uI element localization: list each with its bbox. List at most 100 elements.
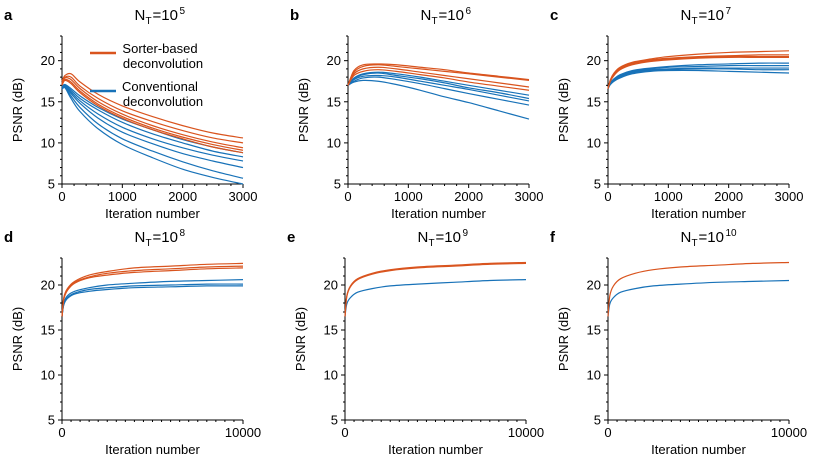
y-axis-title: PSNR (dB) bbox=[293, 307, 308, 371]
x-tick-label: 3000 bbox=[515, 189, 544, 204]
panel-letter: b bbox=[290, 7, 299, 24]
title-subscript: T bbox=[692, 238, 698, 249]
conventional-series-line bbox=[347, 76, 530, 106]
y-tick-label: 15 bbox=[587, 323, 601, 338]
title-equals: =10 bbox=[436, 229, 461, 246]
title-base: N bbox=[135, 7, 146, 24]
conventional-series-line bbox=[61, 86, 244, 179]
y-tick-label: 10 bbox=[327, 135, 341, 150]
y-tick-label: 10 bbox=[41, 368, 55, 383]
y-tick-label: 15 bbox=[41, 94, 55, 109]
y-tick-label: 20 bbox=[327, 53, 341, 68]
conventional-series-line bbox=[61, 285, 244, 317]
panel-title: N T =10 9 bbox=[418, 228, 469, 249]
x-tick-label: 0 bbox=[604, 425, 611, 440]
x-tick-label: 0 bbox=[58, 425, 65, 440]
sorter-based-series-line bbox=[61, 267, 244, 317]
y-tick-label: 20 bbox=[41, 278, 55, 293]
title-equals: =10 bbox=[699, 7, 724, 24]
panel-title: N T =10 5 bbox=[135, 6, 186, 27]
y-axis-title: PSNR (dB) bbox=[556, 307, 571, 371]
title-subscript: T bbox=[146, 16, 152, 27]
title-base: N bbox=[681, 229, 692, 246]
conventional-series-line bbox=[344, 279, 527, 317]
sorter-based-series-line bbox=[607, 261, 790, 317]
title-exponent: 10 bbox=[726, 228, 738, 239]
sorter-based-series-line bbox=[344, 261, 527, 317]
x-tick-label: 0 bbox=[58, 189, 65, 204]
title-base: N bbox=[681, 7, 692, 24]
y-axis-title: PSNR (dB) bbox=[10, 307, 25, 371]
sorter-based-series-line bbox=[61, 79, 244, 154]
sorter-based-series-line bbox=[61, 72, 244, 139]
title-exponent: 5 bbox=[180, 6, 186, 17]
sorter-based-series-line bbox=[347, 63, 530, 86]
sorter-based-series-line bbox=[61, 77, 244, 149]
legend-label-line1: Sorter-based bbox=[122, 41, 197, 56]
x-tick-label: 10000 bbox=[225, 425, 261, 440]
y-tick-label: 5 bbox=[334, 177, 341, 192]
conventional-series-line bbox=[347, 71, 530, 96]
conventional-series-line bbox=[347, 72, 530, 100]
conventional-series-line bbox=[607, 64, 789, 89]
x-tick-label: 2000 bbox=[454, 189, 483, 204]
title-exponent: 6 bbox=[466, 6, 472, 17]
x-tick-label: 0 bbox=[604, 189, 611, 204]
panel-d: 5 10 15 20 0 10000 Iteration number PSNR (dB) d N… bbox=[4, 228, 261, 456]
conventional-series-line bbox=[61, 283, 244, 317]
title-subscript: T bbox=[692, 16, 698, 27]
conventional-series-line bbox=[347, 79, 530, 120]
y-tick-label: 15 bbox=[324, 323, 338, 338]
conventional-series-line bbox=[61, 279, 244, 317]
x-tick-label: 2000 bbox=[168, 189, 197, 204]
legend-label-line2: deconvolution bbox=[123, 94, 203, 109]
sorter-based-series-line bbox=[607, 56, 789, 89]
panel-title: N T =10 6 bbox=[421, 6, 472, 27]
title-equals: =10 bbox=[699, 229, 724, 246]
panel-letter: a bbox=[4, 7, 13, 24]
title-subscript: T bbox=[432, 16, 438, 27]
title-subscript: T bbox=[146, 238, 152, 249]
y-tick-label: 20 bbox=[587, 278, 601, 293]
x-axis-title: Iteration number bbox=[105, 442, 200, 456]
title-equals: =10 bbox=[153, 7, 178, 24]
y-tick-label: 5 bbox=[331, 413, 338, 428]
title-exponent: 7 bbox=[726, 6, 732, 17]
legend-label-line2: deconvolution bbox=[123, 56, 203, 71]
y-tick-label: 10 bbox=[587, 368, 601, 383]
sorter-based-series-line bbox=[347, 66, 530, 88]
y-axis-title: PSNR (dB) bbox=[556, 78, 571, 142]
x-tick-label: 0 bbox=[344, 189, 351, 204]
conventional-series-line bbox=[607, 279, 790, 317]
y-axis-title: PSNR (dB) bbox=[296, 78, 311, 142]
panel-b: 5 10 15 20 0 1000 2000 3000 Iteration number PSNR… bbox=[290, 6, 543, 221]
title-base: N bbox=[135, 229, 146, 246]
conventional-series-line bbox=[347, 74, 530, 102]
conventional-series-line bbox=[607, 69, 790, 89]
conventional-series-line bbox=[61, 85, 244, 169]
x-axis-title: Iteration number bbox=[651, 206, 746, 221]
conventional-series-line bbox=[61, 84, 244, 162]
panel-c: 5 10 15 20 0 1000 2000 3000 Iteration number PSNR… bbox=[550, 6, 803, 221]
title-base: N bbox=[421, 7, 432, 24]
title-equals: =10 bbox=[153, 229, 178, 246]
x-tick-label: 10000 bbox=[508, 425, 544, 440]
y-tick-label: 5 bbox=[48, 413, 55, 428]
panel-title: N T =10 8 bbox=[135, 228, 186, 249]
sorter-based-series-line bbox=[347, 64, 530, 86]
x-axis-title: Iteration number bbox=[388, 442, 483, 456]
y-tick-label: 15 bbox=[327, 94, 341, 109]
y-tick-label: 20 bbox=[324, 278, 338, 293]
y-tick-label: 15 bbox=[587, 94, 601, 109]
x-tick-label: 1000 bbox=[108, 189, 137, 204]
y-tick-label: 5 bbox=[594, 413, 601, 428]
x-tick-label: 2000 bbox=[714, 189, 743, 204]
sorter-based-series-line bbox=[344, 262, 527, 317]
x-axis-title: Iteration number bbox=[391, 206, 486, 221]
y-tick-label: 10 bbox=[324, 368, 338, 383]
title-equals: =10 bbox=[439, 7, 464, 24]
x-axis-title: Iteration number bbox=[105, 206, 200, 221]
sorter-based-series-line bbox=[61, 78, 244, 151]
sorter-based-series-line bbox=[347, 69, 530, 91]
